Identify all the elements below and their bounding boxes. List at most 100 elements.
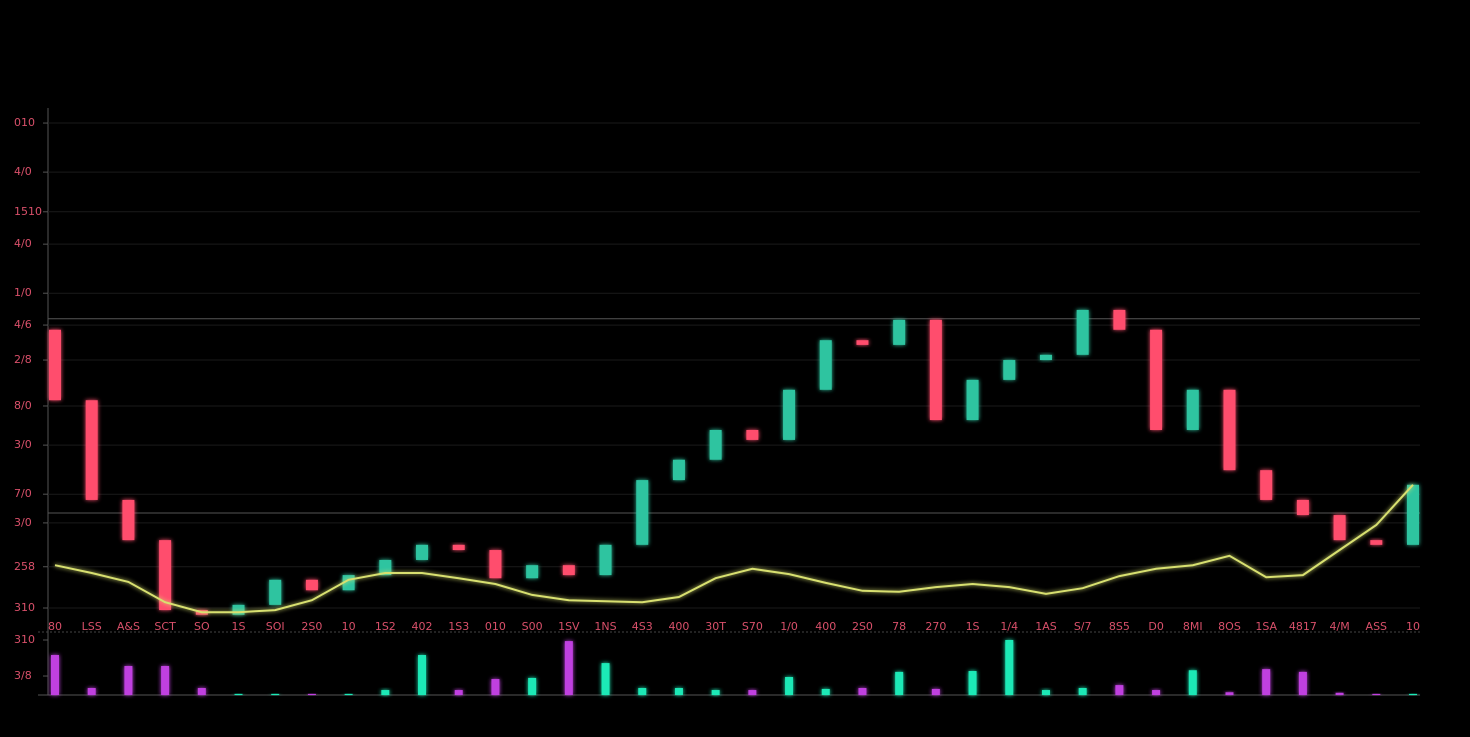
x-tick-label: 010 xyxy=(485,620,506,633)
volume-bar xyxy=(748,690,757,695)
volume-bar xyxy=(1409,693,1417,695)
x-tick-label: 1S xyxy=(966,620,980,633)
volume-bar xyxy=(1152,690,1161,695)
candle-body xyxy=(1003,360,1016,380)
x-tick-label: 1/4 xyxy=(1000,620,1018,633)
y-tick-label: 310 xyxy=(14,601,35,614)
x-tick-label: 8OS xyxy=(1218,620,1241,633)
volume-bar xyxy=(1041,690,1050,695)
volume-bar xyxy=(197,688,206,695)
volume-tick-label: 3/8 xyxy=(14,669,32,682)
candle-body xyxy=(672,459,685,481)
y-tick-label: 258 xyxy=(14,560,35,573)
x-tick-label: 400 xyxy=(668,620,689,633)
y-tick-label: 4/6 xyxy=(14,318,32,331)
moving-average xyxy=(54,484,1414,614)
volume-bar xyxy=(124,666,133,695)
volume-bar xyxy=(1372,693,1381,695)
x-tick-label: 8S5 xyxy=(1109,620,1130,633)
volume-bar xyxy=(51,655,59,695)
volume-bar xyxy=(1188,670,1197,695)
x-tick-label: 1S3 xyxy=(448,620,469,633)
volume-bar xyxy=(528,677,537,695)
volume-bar xyxy=(785,677,794,695)
volume-bar xyxy=(344,693,353,695)
candle-body xyxy=(783,389,796,440)
volume-bar xyxy=(1262,669,1271,695)
x-tick-label: 4817 xyxy=(1289,620,1317,633)
x-tick-label: SOI xyxy=(266,620,285,633)
candle-body xyxy=(489,550,502,579)
y-tick-label: 2/8 xyxy=(14,353,32,366)
candle-body xyxy=(416,544,429,560)
candle-body xyxy=(856,340,869,345)
volume-bar xyxy=(895,671,904,695)
volume-bar xyxy=(1225,692,1234,695)
y-tick-label: 4/0 xyxy=(14,237,32,250)
volume-bar xyxy=(234,693,243,695)
y-tick-label: 1510 xyxy=(14,205,42,218)
x-tick-label: S70 xyxy=(742,620,763,633)
volume-bar xyxy=(161,666,170,695)
candle-body xyxy=(893,319,906,345)
x-tick-label: 1NS xyxy=(594,620,616,633)
x-tick-label: ASS xyxy=(1366,620,1388,633)
x-tick-label: 80 xyxy=(48,620,62,633)
volume-bar xyxy=(858,688,867,695)
candle-body xyxy=(232,604,245,615)
volume-bar xyxy=(674,688,683,695)
x-tick-label: 2S0 xyxy=(301,620,322,633)
y-tick-label: 4/0 xyxy=(14,165,32,178)
x-tick-label: S/7 xyxy=(1074,620,1092,633)
x-tick-label: 1/0 xyxy=(780,620,798,633)
y-tick-label: 1/0 xyxy=(14,286,32,299)
volume-bar xyxy=(491,679,500,695)
volume-bar xyxy=(418,655,427,695)
volume-bar xyxy=(1298,671,1307,695)
candle-body xyxy=(709,429,722,460)
x-tick-label: A&S xyxy=(117,620,140,633)
x-tick-label: 1AS xyxy=(1035,620,1057,633)
candle-body xyxy=(1370,540,1383,545)
candle-body xyxy=(269,579,282,605)
volume-bar xyxy=(968,671,977,695)
candle-body xyxy=(636,480,649,545)
x-tick-label: 4/M xyxy=(1329,620,1349,633)
x-tick-label: LSS xyxy=(82,620,102,633)
volume-tick-label: 310 xyxy=(14,633,35,646)
x-tick-label: 402 xyxy=(412,620,433,633)
candle-body xyxy=(49,329,61,401)
x-tick-label: 2S0 xyxy=(852,620,873,633)
x-tick-label: 8MI xyxy=(1183,620,1203,633)
x-tick-label: 270 xyxy=(925,620,946,633)
x-tick-label: 78 xyxy=(892,620,906,633)
volume-bar xyxy=(1078,688,1087,695)
candle-body xyxy=(526,565,539,579)
candle-body xyxy=(929,319,942,421)
volume-bar xyxy=(1335,692,1344,695)
candle-body xyxy=(379,559,392,576)
volume-bar xyxy=(87,688,96,695)
candle-body xyxy=(1186,389,1199,430)
volume-bar xyxy=(1115,685,1124,695)
x-tick-label: 1SA xyxy=(1255,620,1277,633)
candle-body xyxy=(562,565,575,576)
candle-body xyxy=(1260,470,1273,500)
volume-bar xyxy=(307,693,316,695)
x-tick-label: 1SV xyxy=(558,620,580,633)
volume-bar xyxy=(454,690,463,695)
y-tick-label: 3/0 xyxy=(14,438,32,451)
candle-body xyxy=(819,340,832,390)
volume-bar xyxy=(638,688,647,695)
candle-body xyxy=(85,400,98,500)
y-tick-label: 010 xyxy=(14,116,35,129)
y-tick-label: 7/0 xyxy=(14,487,32,500)
volume-bar xyxy=(271,693,280,695)
x-tick-label: 10 xyxy=(1406,620,1420,633)
x-tick-label: 30T xyxy=(705,620,726,633)
x-tick-label: D0 xyxy=(1148,620,1163,633)
volume-bar xyxy=(564,641,573,695)
volume-bar xyxy=(381,690,390,695)
y-tick-label: 3/0 xyxy=(14,516,32,529)
